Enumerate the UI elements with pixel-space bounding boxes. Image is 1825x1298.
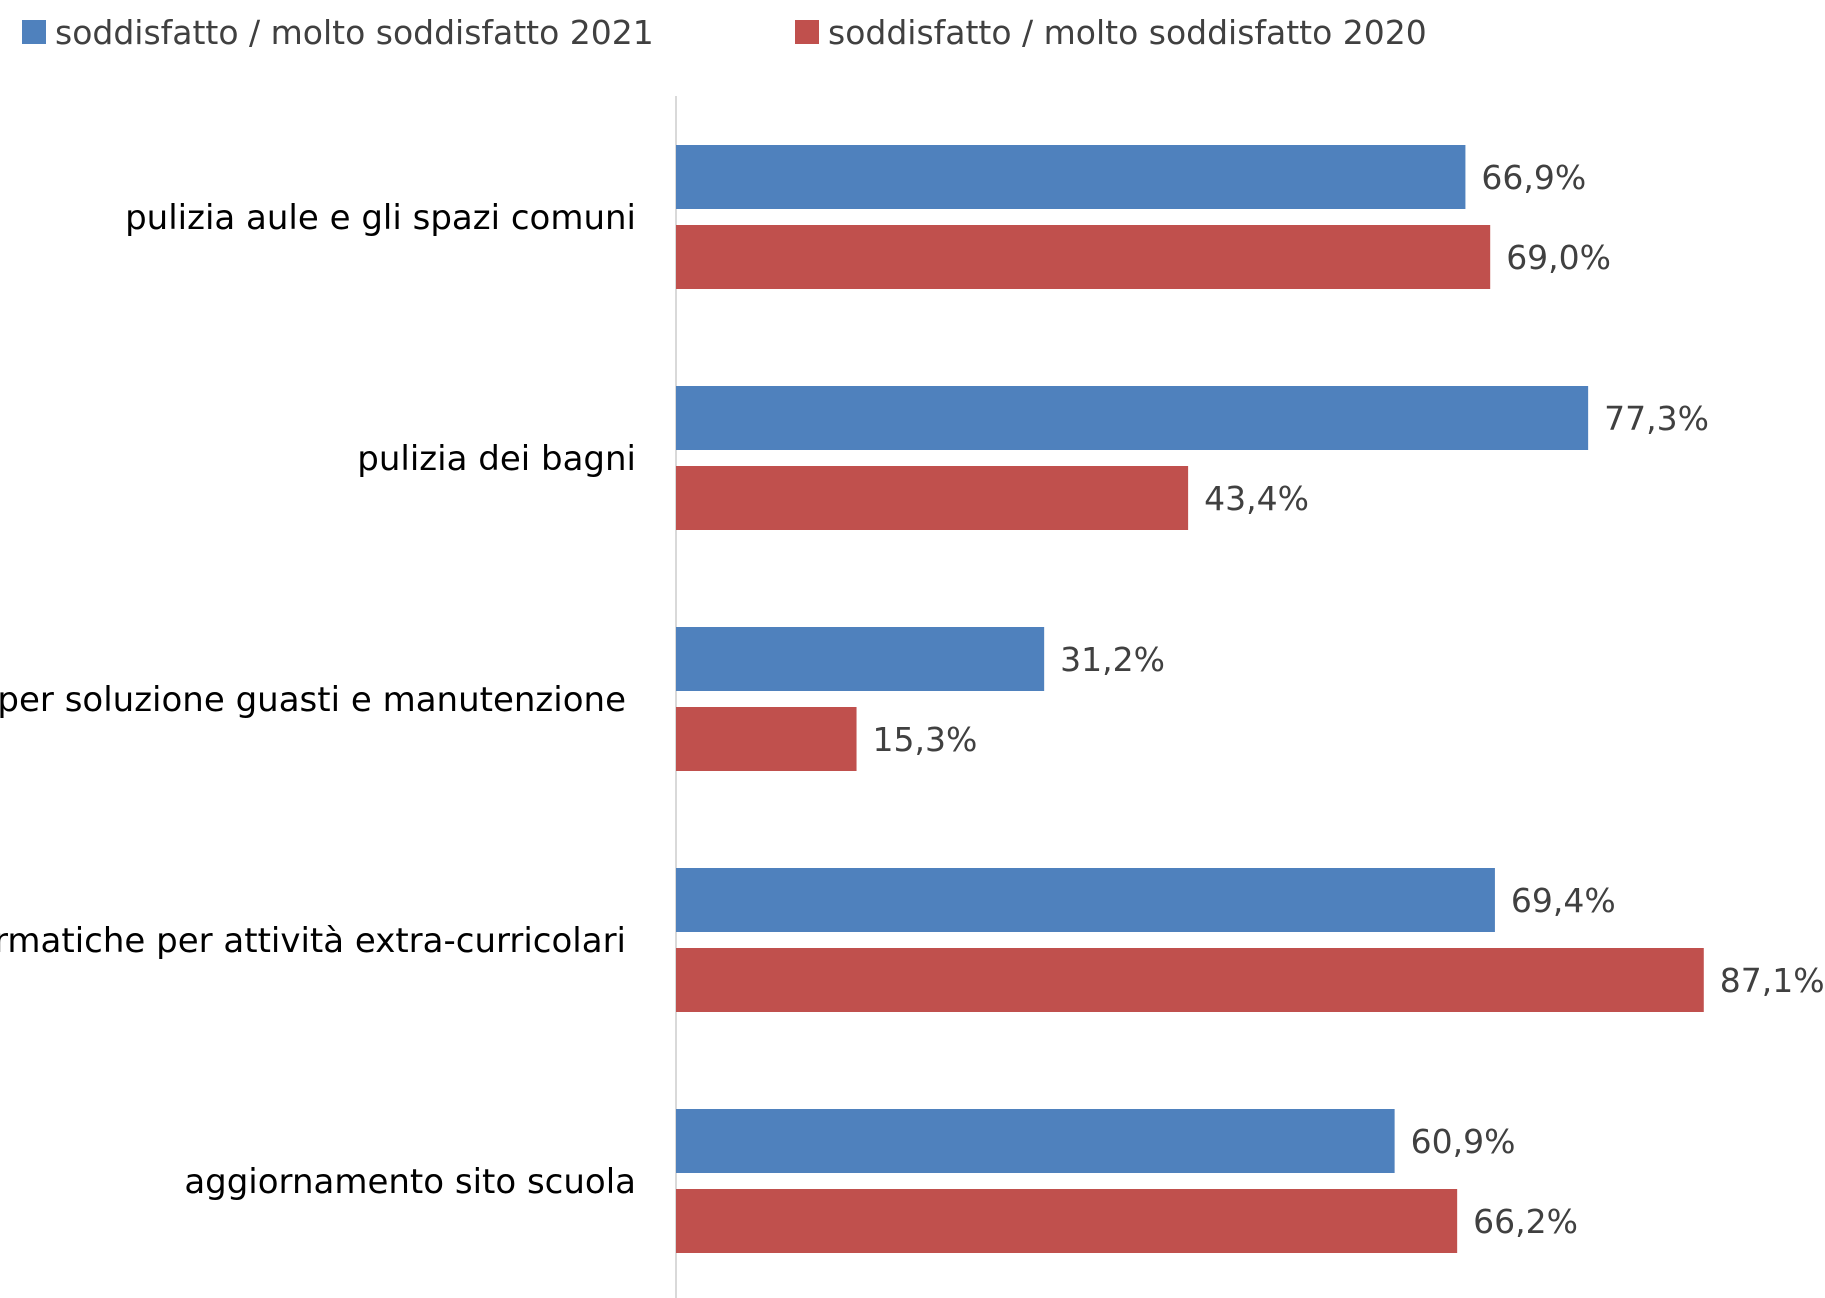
category-label: tempestività per soluzione guasti e manu… [0,680,626,720]
data-label-2021: 77,3% [1604,399,1709,438]
category-label: aggiornamento sito scuola [184,1162,636,1202]
data-label-2021: 60,9% [1411,1122,1516,1161]
data-label-2021: 31,2% [1060,640,1165,679]
data-label-2020: 15,3% [873,720,978,759]
data-label-2021: 66,9% [1481,158,1586,197]
data-label-2020: 43,4% [1204,479,1309,518]
bar-2020 [676,466,1189,530]
category-label: pulizia dei bagni [357,439,636,479]
legend-label-2020: soddisfatto / molto soddisfatto 2020 [828,13,1427,52]
bar-2021 [676,386,1589,450]
category-label: disponibilità aule informatiche per atti… [0,921,626,961]
bar-2021 [676,868,1495,932]
legend-swatch-2021 [22,20,46,44]
bar-2021 [676,627,1045,691]
data-label-2020: 87,1% [1720,961,1825,1000]
legend: soddisfatto / molto soddisfatto 2021 sodd… [22,13,1427,52]
legend-label-2021: soddisfatto / molto soddisfatto 2021 [55,13,654,52]
data-label-2020: 69,0% [1506,238,1611,277]
bar-2020 [676,225,1491,289]
bar-2021 [676,145,1466,209]
bar-2020 [676,707,857,771]
bar-2020 [676,948,1704,1012]
category-labels: pulizia aule e gli spazi comuni pulizia d… [0,198,636,1202]
data-label-2021: 69,4% [1511,881,1616,920]
data-label-2020: 66,2% [1473,1202,1578,1241]
data-labels: 66,9% 69,0% 77,3% 43,4% 31,2% 15,3% 69,4% 87,1%… [873,158,1825,1241]
bar-2020 [676,1189,1458,1253]
category-label: pulizia aule e gli spazi comuni [125,198,636,238]
bars [676,145,1704,1253]
bar-2021 [676,1109,1395,1173]
legend-swatch-2020 [795,20,819,44]
